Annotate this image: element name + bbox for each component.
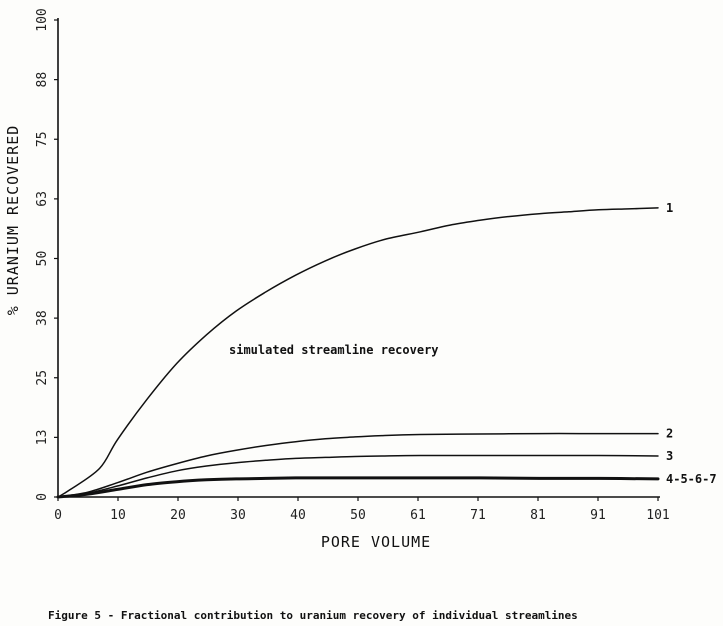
series-label-1: 1 [666, 201, 673, 215]
y-tick-label: 13 [35, 430, 50, 446]
y-tick-label: 50 [35, 251, 50, 267]
recovery-line-chart: 0 10 20 30 40 50 61 71 81 91 101013253850637588100… [4, 8, 717, 551]
y-tick-label: 25 [35, 370, 50, 386]
x-tick-label: 81 [530, 508, 546, 523]
x-tick-label: 10 [110, 508, 126, 523]
x-tick-label: 30 [230, 508, 246, 523]
y-axis-title: % URANIUM RECOVERED [4, 125, 22, 316]
annotation-text: simulated streamline recovery [229, 343, 439, 357]
x-axis-title: PORE VOLUME [321, 533, 431, 551]
x-tick-label: 0 [54, 508, 62, 523]
series-line-1 [57, 207, 659, 498]
series-label-4: 4-5-6-7 [666, 472, 717, 486]
y-tick-label: 0 [35, 493, 50, 501]
series-lines [56, 207, 660, 499]
y-tick-label: 75 [35, 131, 50, 147]
x-tick-label: 40 [290, 508, 306, 523]
x-tick-label: 91 [590, 508, 606, 523]
x-tick-label: 20 [170, 508, 186, 523]
y-tick-label: 38 [35, 310, 50, 326]
series-label-2: 2 [666, 427, 673, 441]
series-label-3: 3 [666, 449, 673, 463]
y-tick-label: 63 [35, 191, 50, 207]
y-tick-label: 88 [35, 72, 50, 88]
series-line-4 [56, 476, 660, 499]
x-tick-label: 50 [350, 508, 366, 523]
x-tick-label: 61 [410, 508, 426, 523]
x-tick-label: 101 [646, 508, 669, 523]
y-tick-label: 100 [35, 8, 50, 31]
figure-caption: Figure 5 - Fractional contribution to ur… [48, 609, 578, 622]
series-line-3 [57, 454, 659, 498]
series-line-2 [57, 432, 659, 498]
x-tick-label: 71 [470, 508, 486, 523]
series-labels: 1 2 3 4-5-6-7 [666, 201, 717, 486]
